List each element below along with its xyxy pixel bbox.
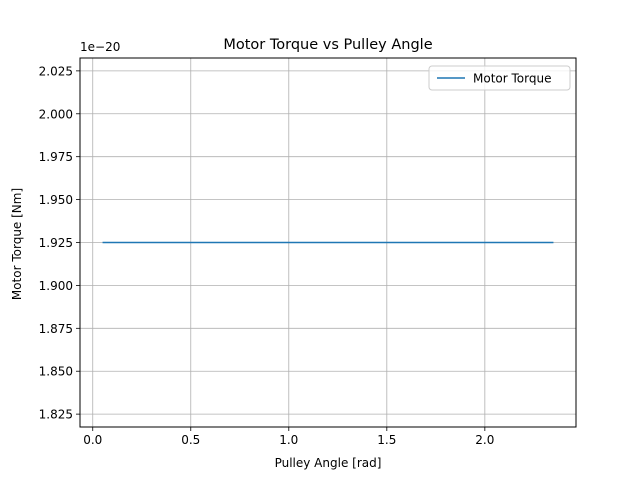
y-tick-label: 1.850 (39, 365, 73, 379)
y-axis-ticks: 1.825 1.850 1.875 1.900 1.925 1.950 1.975 2.000… (39, 64, 80, 422)
y-tick-label: 1.825 (39, 408, 73, 422)
x-tick-label: 1.0 (279, 433, 298, 447)
legend-label: Motor Torque (473, 72, 551, 86)
legend-box (428, 65, 571, 91)
x-tick-label: 2.0 (475, 433, 494, 447)
x-axis-ticks: 0.0 0.5 1.0 1.5 2.0 (83, 427, 494, 447)
y-axis-label: Motor Torque [Nm] (10, 188, 24, 300)
y-axis-offset-text: 1e−20 (80, 40, 120, 54)
y-tick-label: 2.025 (39, 64, 73, 78)
legend: Motor Torque (428, 65, 571, 91)
x-axis-label: Pulley Angle [rad] (275, 456, 382, 470)
y-tick-label: 1.975 (39, 150, 73, 164)
chart-title: Motor Torque vs Pulley Angle (223, 37, 432, 53)
y-tick-label: 2.000 (39, 107, 73, 121)
x-tick-label: 0.0 (83, 433, 102, 447)
x-tick-label: 1.5 (377, 433, 396, 447)
x-tick-label: 0.5 (181, 433, 200, 447)
y-tick-label: 1.875 (39, 322, 73, 336)
y-tick-label: 1.900 (39, 279, 73, 293)
y-tick-label: 1.925 (39, 236, 73, 250)
y-tick-label: 1.950 (39, 193, 73, 207)
